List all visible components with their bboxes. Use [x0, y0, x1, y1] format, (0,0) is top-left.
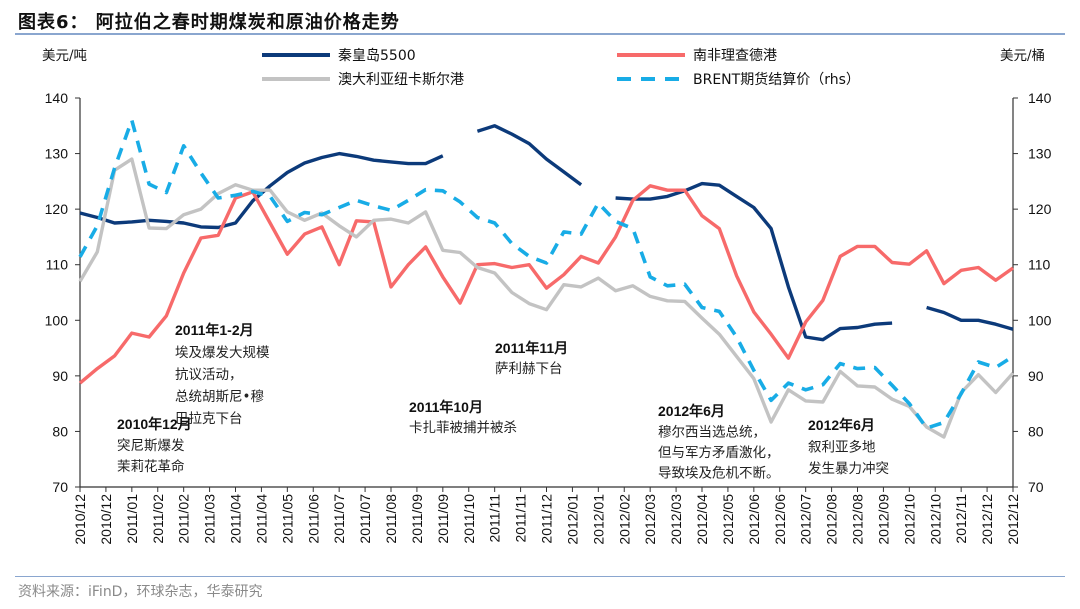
annotation-heading: 2011年11月	[495, 340, 568, 356]
right-y-tick-label: 70	[1028, 479, 1044, 495]
legend-label: BRENT期货结算价（rhs）	[693, 71, 860, 88]
annotation-text: 埃及爆发大规模	[175, 345, 270, 361]
left-y-tick-label: 130	[45, 146, 69, 162]
annotation-text: 穆尔西当选总统，	[658, 425, 766, 441]
axes: 70 80 90 100 110 120 130 140 70 80 90 100 110 120 130 1…	[45, 90, 1052, 545]
right-y-tick-label: 110	[1028, 257, 1051, 273]
x-tick-label: 2010/12	[98, 494, 114, 545]
right-y-tick-label: 80	[1028, 423, 1044, 439]
annotation-heading: 2012年6月	[808, 417, 875, 433]
x-tick-label: 2011/07	[357, 494, 373, 544]
left-y-tick-label: 90	[52, 368, 68, 384]
left-y-tick-label: 70	[52, 479, 68, 495]
x-tick-label: 2012/04	[694, 494, 710, 545]
x-tick-label: 2012/12	[1005, 494, 1021, 545]
annotation-text: 茉莉花革命	[117, 458, 185, 475]
x-tick-label: 2011/12	[539, 494, 555, 544]
legend-label: 秦皇岛5500	[338, 48, 416, 64]
right-axis-unit: 美元/桶	[1000, 48, 1045, 64]
annotation-text: 总统胡斯尼•穆	[175, 389, 264, 405]
annotation-heading: 2010年12月	[117, 416, 192, 432]
x-tick-label: 2011/03	[202, 494, 218, 544]
annotation-text: 导致埃及危机不断。	[658, 466, 780, 482]
x-tick-label: 2012/09	[875, 494, 891, 545]
right-y-tick-label: 100	[1028, 312, 1052, 328]
x-tick-label: 2012/10	[927, 494, 943, 545]
x-tick-label: 2012/10	[901, 494, 917, 545]
chart-title: 图表6： 阿拉伯之春时期煤炭和原油价格走势	[18, 12, 400, 33]
x-tick-label: 2012/06	[772, 494, 788, 545]
x-tick-label: 2011/10	[461, 494, 477, 544]
x-tick-label: 2011/06	[305, 494, 321, 544]
x-tick-label: 2011/07	[331, 494, 347, 544]
series-line-1	[78, 184, 1014, 385]
x-tick-label: 2011/01	[124, 494, 140, 544]
source-note: 资料来源：iFinD，环球杂志，华泰研究	[18, 584, 263, 600]
legend-label: 南非理查德港	[693, 48, 777, 64]
line-chart: 70 80 90 100 110 120 130 140 70 80 90 100 110 120 130 1…	[42, 48, 1052, 545]
x-tick-label: 2011/05	[279, 494, 295, 544]
right-y-tick-label: 140	[1028, 90, 1052, 106]
left-y-tick-label: 100	[45, 312, 69, 328]
right-y-tick-label: 90	[1028, 368, 1044, 384]
annotation-heading: 2011年10月	[409, 399, 483, 415]
annotation-text: 巴拉克下台	[175, 411, 243, 427]
x-tick-label: 2011/02	[176, 494, 192, 544]
right-y-tick-label: 130	[1028, 146, 1052, 162]
left-y-tick-label: 80	[52, 423, 68, 439]
x-tick-label: 2012/08	[824, 494, 840, 545]
annotation-text: 卡扎菲被捕并被杀	[409, 420, 517, 436]
series-lines	[78, 118, 1015, 439]
title-divider	[15, 33, 1065, 35]
annotation-text: 抗议活动，	[175, 367, 243, 383]
x-tick-label: 2012/05	[720, 494, 736, 545]
x-tick-label: 2012/03	[642, 494, 658, 545]
annotation-text: 突尼斯爆发	[117, 438, 185, 454]
x-tick-label: 2012/03	[668, 494, 684, 545]
x-tick-label: 2012/08	[850, 494, 866, 545]
x-tick-label: 2012/01	[564, 494, 580, 545]
x-tick-label: 2011/11	[513, 494, 529, 543]
x-tick-label: 2012/06	[746, 494, 762, 545]
x-tick-label: 2012/07	[798, 494, 814, 545]
legend-label: 澳大利亚纽卡斯尔港	[338, 72, 464, 88]
series-line-3	[78, 118, 1014, 430]
x-tick-label: 2011/08	[383, 494, 399, 544]
x-tick-label: 2011/11	[487, 494, 503, 543]
x-tick-label: 2012/12	[979, 494, 995, 545]
annotation-heading: 2012年6月	[658, 403, 725, 419]
x-tick-label: 2012/01	[590, 494, 606, 545]
left-axis-unit: 美元/吨	[42, 48, 87, 64]
annotation-heading: 2011年1-2月	[175, 322, 254, 338]
x-tick-label: 2011/09	[435, 494, 451, 544]
left-y-tick-label: 140	[45, 90, 69, 106]
x-tick-label: 2011/04	[253, 494, 269, 544]
annotation-text: 发生暴力冲突	[808, 461, 889, 477]
x-tick-label: 2012/02	[616, 494, 632, 545]
right-y-tick-label: 120	[1028, 201, 1052, 217]
annotation-text: 萨利赫下台	[495, 361, 563, 377]
annotation-text: 但与军方矛盾激化，	[658, 445, 780, 461]
x-tick-label: 2011/02	[150, 494, 166, 544]
annotation-text: 叙利亚多地	[808, 439, 876, 456]
x-tick-label: 2011/09	[409, 494, 425, 544]
x-tick-label: 2011/04	[228, 494, 244, 544]
x-tick-label: 2012/11	[953, 494, 969, 544]
x-tick-label: 2010/12	[72, 494, 88, 545]
footer-divider	[15, 576, 1065, 577]
left-y-tick-label: 110	[46, 257, 69, 273]
left-y-tick-label: 120	[45, 201, 69, 217]
series-line-2	[78, 157, 1015, 439]
